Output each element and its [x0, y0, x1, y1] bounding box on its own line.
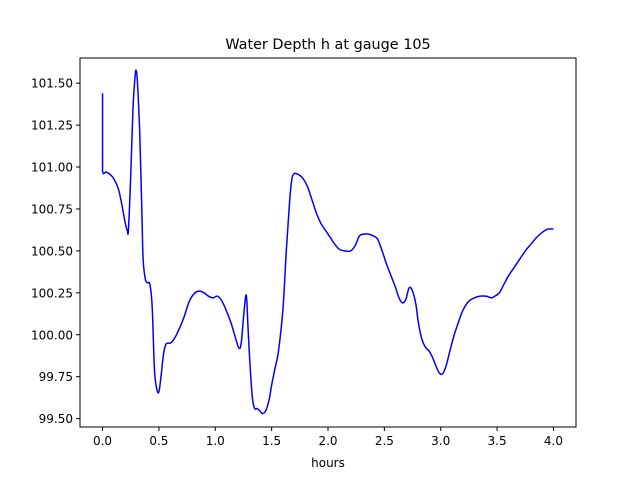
- x-tick-label: 0.5: [149, 434, 168, 448]
- x-tick-label: 3.5: [488, 434, 507, 448]
- y-tick-label: 99.50: [39, 412, 73, 426]
- x-axis-label: hours: [311, 456, 345, 470]
- x-tick-label: 3.0: [431, 434, 450, 448]
- y-tick-label: 101.00: [31, 161, 73, 175]
- y-tick-label: 101.50: [31, 77, 73, 91]
- chart-title: Water Depth h at gauge 105: [225, 37, 430, 53]
- y-tick-label: 100.50: [31, 244, 73, 258]
- x-tick-label: 0.0: [93, 434, 112, 448]
- y-tick-label: 99.75: [39, 370, 73, 384]
- x-tick-label: 2.0: [318, 434, 337, 448]
- plot-frame: [79, 57, 577, 428]
- y-tick-label: 100.25: [31, 286, 73, 300]
- series-line: [101, 69, 554, 415]
- x-tick-label: 2.5: [375, 434, 394, 448]
- x-tick-label: 1.0: [206, 434, 225, 448]
- y-axis-ticks: 99.50 99.75 100.00 100.25 100.50 100.75 101.00…: [31, 77, 80, 426]
- x-axis-ticks: 0.0 0.5 1.0 1.5 2.0 2.5 3.0 3.5 4.0: [93, 427, 563, 448]
- x-tick-label: 4.0: [544, 434, 563, 448]
- y-tick-label: 100.00: [31, 328, 73, 342]
- y-tick-label: 101.25: [31, 119, 73, 133]
- x-tick-label: 1.5: [262, 434, 281, 448]
- y-tick-label: 100.75: [31, 202, 73, 216]
